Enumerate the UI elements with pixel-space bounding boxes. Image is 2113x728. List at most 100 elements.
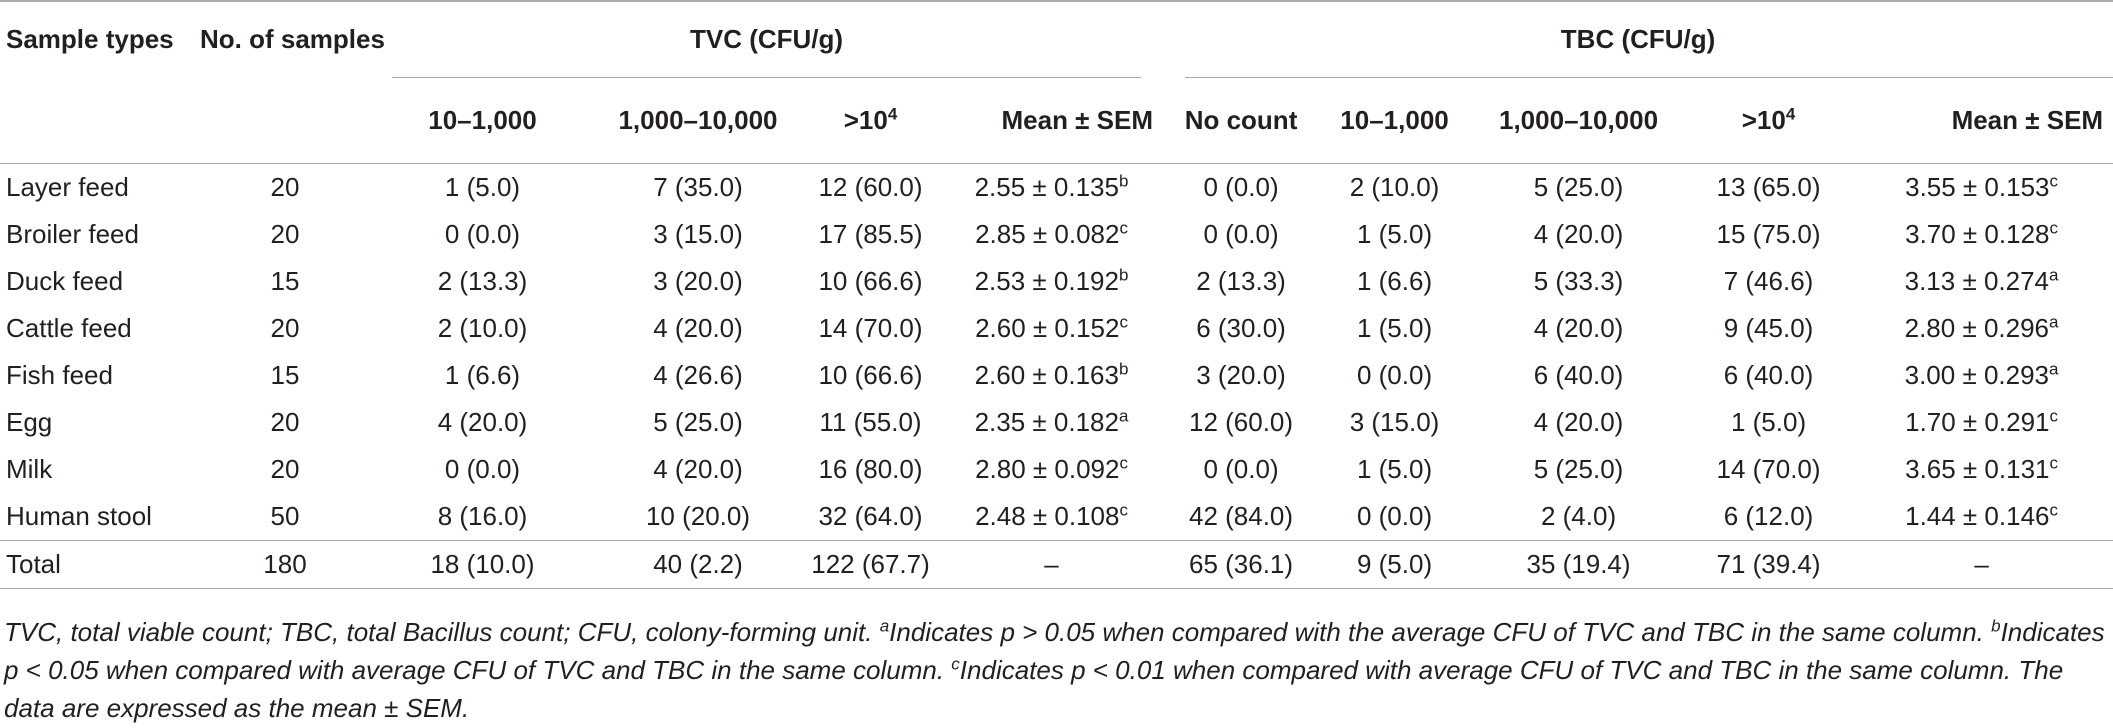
header-tvc-group: TVC (CFU/g): [370, 0, 1163, 78]
cell-tvc-gt-10-4: 17 (85.5): [818, 219, 923, 249]
cell-tbc-1000-10000: 4 (20.0): [1533, 219, 1624, 249]
cell-tvc-gt-10-4: 11 (55.0): [819, 407, 922, 437]
cell-tvc-10-1000: 2 (10.0): [437, 313, 528, 343]
cell-tbc-gt-10-4: 6 (40.0): [1723, 360, 1814, 390]
header-empty-2: [200, 78, 370, 164]
cell-tbc-1000-10000: 4 (20.0): [1533, 313, 1624, 343]
cell-value: 2.55 ± 0.135: [974, 172, 1119, 202]
cell-tvc-mean-sem: 2.48 ± 0.108c: [940, 493, 1163, 541]
cell-value: 2.85 ± 0.082: [975, 219, 1120, 249]
cell-tbc-10-1000: 1 (5.0): [1356, 313, 1433, 343]
cell-sample-count: 50: [270, 501, 300, 531]
cell-tvc-gt-10-4: 10 (66.6): [818, 360, 923, 390]
table-row: Duck feed 15 2 (13.3) 3 (20.0) 10 (66.6) 2.53…: [0, 258, 2113, 305]
cell-sample-type: Cattle feed: [6, 313, 132, 343]
cell-sample-type: Duck feed: [6, 266, 124, 296]
footnote-sup-b: b: [1991, 616, 2001, 636]
cell-tbc-gt-10-4: 14 (70.0): [1716, 454, 1821, 484]
cell-sample-count: 20: [270, 407, 300, 437]
cell-tvc-10-1000: 1 (6.6): [444, 360, 521, 390]
header-tbc-no-count: No count: [1184, 105, 1298, 135]
table-row: Fish feed 15 1 (6.6) 4 (26.6) 10 (66.6) 2.60 …: [0, 352, 2113, 399]
cell-tvc-1000-10000: 3 (15.0): [653, 219, 743, 249]
cell-sample-count: 20: [270, 313, 300, 343]
cell-tbc-no-count: 42 (84.0): [1188, 501, 1294, 531]
header-tvc-10-1000: 10–1,000: [428, 105, 537, 135]
cell-tbc-mean-sem: 2.80 ± 0.296a: [1850, 305, 2113, 352]
significance-marker: c: [1119, 500, 1128, 520]
cell-tvc-mean-sem: 2.85 ± 0.082c: [940, 211, 1163, 258]
top-rule: [0, 0, 2113, 2]
cell-tbc-10-1000: 0 (0.0): [1356, 360, 1433, 390]
cell-tvc-mean-sem: 2.35 ± 0.182a: [940, 399, 1163, 446]
footnote-a: Indicates p > 0.05 when compared with th…: [889, 617, 1992, 647]
cell-tbc-10-1000: 1 (6.6): [1356, 266, 1433, 296]
cell-tbc-no-count: 12 (60.0): [1188, 407, 1294, 437]
significance-marker: c: [2049, 171, 2059, 191]
data-table: Sample types No. of samples TVC (CFU/g) …: [0, 0, 2113, 589]
cell-tbc-mean-sem: 3.00 ± 0.293a: [1850, 352, 2113, 399]
cell-sample-type: Milk: [6, 454, 53, 484]
cell-tvc-1000-10000: 7 (35.0): [653, 172, 743, 202]
significance-marker: a: [2049, 359, 2059, 379]
cell-value: 2.48 ± 0.108: [975, 501, 1120, 531]
cell-value: 3.65 ± 0.131: [1905, 454, 2050, 484]
significance-marker: c: [1119, 312, 1128, 332]
cell-value: 2.80 ± 0.092: [975, 454, 1120, 484]
header-tbc-gt-label: >10: [1741, 105, 1786, 135]
header-tvc-gt-10-4: >104: [801, 78, 940, 164]
cell-tvc-mean-sem: –: [940, 541, 1163, 589]
cell-tvc-10-1000: 2 (13.3): [437, 266, 528, 296]
cell-tbc-1000-10000: 2 (4.0): [1540, 501, 1617, 531]
cell-tbc-mean-sem: 1.70 ± 0.291c: [1850, 399, 2113, 446]
cell-value: 3.70 ± 0.128: [1905, 219, 2050, 249]
footnote-abbrev: TVC, total viable count; TBC, total Baci…: [4, 617, 880, 647]
header-tvc-gt-label: >10: [843, 105, 888, 135]
significance-marker: b: [1118, 359, 1129, 379]
cell-tbc-gt-10-4: 1 (5.0): [1730, 407, 1807, 437]
cell-value: 3.55 ± 0.153: [1905, 172, 2050, 202]
table-footnote: TVC, total viable count; TBC, total Baci…: [4, 613, 2109, 727]
header-tbc-1000-10000: 1,000–10,000: [1499, 105, 1659, 135]
cell-value: 2.35 ± 0.182: [974, 407, 1119, 437]
header-row-1: Sample types No. of samples TVC (CFU/g) …: [0, 0, 2113, 78]
cell-tvc-gt-10-4: 122 (67.7): [811, 549, 930, 579]
cell-tvc-1000-10000: 4 (20.0): [653, 454, 743, 484]
cell-value: –: [1044, 549, 1059, 579]
cell-tbc-mean-sem: 3.55 ± 0.153c: [1850, 164, 2113, 212]
cell-sample-count: 15: [270, 360, 300, 390]
table-row: Broiler feed 20 0 (0.0) 3 (15.0) 17 (85.5) 2.…: [0, 211, 2113, 258]
cell-tbc-no-count: 6 (30.0): [1196, 313, 1286, 343]
cell-tbc-10-1000: 1 (5.0): [1356, 219, 1433, 249]
header-tbc-mean-sem: Mean ± SEM: [1951, 105, 2104, 135]
cell-sample-count: 20: [270, 454, 300, 484]
cell-tbc-no-count: 3 (20.0): [1196, 360, 1286, 390]
cell-tbc-gt-10-4: 13 (65.0): [1716, 172, 1821, 202]
cell-tvc-10-1000: 0 (0.0): [444, 219, 521, 249]
cell-tbc-no-count: 65 (36.1): [1188, 549, 1294, 579]
cell-tbc-10-1000: 3 (15.0): [1349, 407, 1440, 437]
significance-marker: c: [2049, 218, 2059, 238]
cell-value: 2.80 ± 0.296: [1904, 313, 2050, 343]
footnote-sup-a: a: [879, 616, 890, 636]
cell-tvc-gt-10-4: 10 (66.6): [818, 266, 923, 296]
cell-tbc-mean-sem: 3.70 ± 0.128c: [1850, 211, 2113, 258]
cell-tbc-gt-10-4: 7 (46.6): [1723, 266, 1814, 296]
cell-sample-type: Fish feed: [6, 360, 113, 390]
significance-marker: c: [2049, 453, 2059, 473]
cell-sample-type: Human stool: [6, 501, 152, 531]
cell-sample-type: Broiler feed: [6, 219, 139, 249]
cell-value: 2.53 ± 0.192: [974, 266, 1119, 296]
table-row: Layer feed 20 1 (5.0) 7 (35.0) 12 (60.0) 2.55…: [0, 164, 2113, 212]
cell-sample-count: 20: [270, 219, 300, 249]
cell-tvc-1000-10000: 40 (2.2): [653, 549, 743, 579]
significance-marker: b: [1118, 265, 1129, 285]
cell-tbc-10-1000: 9 (5.0): [1356, 549, 1433, 579]
cell-value: 2.60 ± 0.163: [974, 360, 1119, 390]
table-row: Cattle feed 20 2 (10.0) 4 (20.0) 14 (70.0) 2.…: [0, 305, 2113, 352]
cell-tvc-mean-sem: 2.53 ± 0.192b: [940, 258, 1163, 305]
header-tvc-1000-10000: 1,000–10,000: [618, 105, 778, 135]
header-no-of-samples: No. of samples: [200, 23, 385, 54]
significance-marker: a: [2049, 265, 2059, 285]
